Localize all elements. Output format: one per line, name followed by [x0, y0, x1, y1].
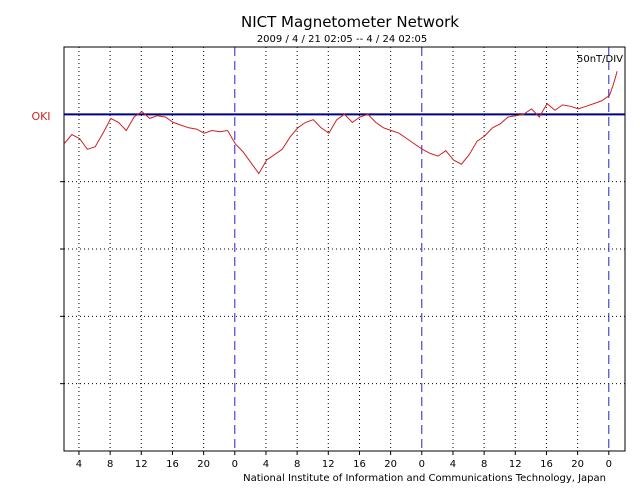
x-tick-label: 16 — [540, 459, 553, 470]
station-label: OKI — [31, 110, 50, 123]
x-tick-label: 8 — [481, 459, 487, 470]
x-tick-label: 0 — [606, 459, 612, 470]
x-tick-label: 16 — [353, 459, 366, 470]
chart-subtitle: 2009 / 4 / 21 02:05 -- 4 / 24 02:05 — [257, 34, 427, 45]
x-axis-ticks: 4 8 12 16 20 0 4 8 12 16 20 0 4 8 12 16 20 0 — [76, 451, 612, 470]
x-tick-label: 8 — [294, 459, 300, 470]
chart-title: NICT Magnetometer Network — [241, 13, 459, 31]
x-tick-label: 20 — [384, 459, 397, 470]
x-tick-label: 12 — [509, 459, 522, 470]
x-tick-label: 4 — [450, 459, 456, 470]
credit-text: National Institute of Information and Co… — [243, 473, 606, 484]
x-tick-label: 16 — [166, 459, 179, 470]
x-tick-label: 12 — [135, 459, 148, 470]
x-tick-label: 8 — [107, 459, 113, 470]
x-tick-label: 20 — [197, 459, 210, 470]
series-layer — [63, 71, 618, 175]
day-boundary-lines — [234, 47, 610, 451]
series-line-oki — [63, 71, 618, 175]
x-tick-label: 20 — [571, 459, 584, 470]
plot-frame — [63, 46, 626, 452]
x-tick-label: 4 — [263, 459, 269, 470]
x-tick-label: 12 — [322, 459, 335, 470]
x-tick-label: 0 — [419, 459, 425, 470]
scale-label: 50nT/DIV — [577, 54, 623, 65]
x-tick-label: 4 — [76, 459, 82, 470]
grid-lines — [60, 47, 625, 451]
x-tick-label: 0 — [232, 459, 238, 470]
